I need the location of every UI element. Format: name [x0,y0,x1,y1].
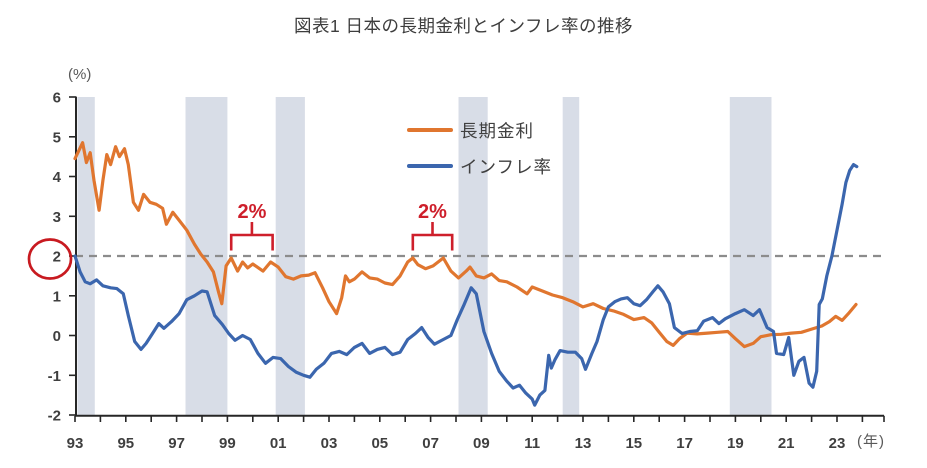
series-line-long-term-rate [73,141,858,349]
legend-label-long-term-rate: 長期金利 [460,120,534,141]
x-tick-label: 93 [67,435,84,452]
legend-item-long-term-rate: 長期金利 [407,112,552,148]
x-tick-label: 95 [117,435,134,452]
annotation-2percent-bracket [411,222,454,251]
legend-line-swatch-orange [407,127,453,133]
legend-label-inflation: インフレ率 [460,156,552,177]
y-tick-label: -1 [48,368,61,385]
y-tick-label: 4 [53,169,62,186]
x-tick-label: 01 [270,435,287,452]
x-tick-label: 13 [575,435,592,452]
x-tick-label: 03 [321,435,338,452]
x-tick-label: 05 [371,435,388,452]
x-tick-label: 97 [168,435,185,452]
annotation-2percent-label: 2% [418,201,447,223]
x-tick-label: 19 [727,435,744,452]
annotation-2percent-bracket [229,222,274,251]
circled-2percent-tick-highlight [27,238,73,280]
x-tick-label: 09 [473,435,490,452]
x-tick-label: 11 [524,435,540,452]
x-tick-label: 99 [219,435,236,452]
series-line-inflation [73,163,859,407]
x-tick-label: 23 [829,435,846,452]
legend-item-inflation: インフレ率 [407,148,552,184]
y-axis-unit-label: (%) [68,66,92,83]
recession-band [77,97,95,415]
legend-line-swatch-blue [407,163,453,169]
x-tick-label: 21 [778,435,795,452]
x-axis-unit-label: (年) [857,433,885,450]
y-tick-label: 3 [53,209,61,226]
x-tick-label: 07 [422,435,439,452]
y-tick-label: 1 [53,288,61,305]
y-tick-label: 0 [53,328,61,345]
x-tick-label: 15 [625,435,642,452]
y-tick-label: 2 [53,249,61,266]
y-tick-label: 6 [53,90,61,107]
chart-title: 図表1 日本の長期金利とインフレ率の推移 [293,16,634,36]
chart-legend: 長期金利 インフレ率 [407,112,552,184]
y-tick-label: 5 [53,129,61,146]
annotation-2percent-label: 2% [237,201,266,223]
y-tick-label: -2 [48,408,61,425]
x-tick-label: 17 [676,435,693,452]
